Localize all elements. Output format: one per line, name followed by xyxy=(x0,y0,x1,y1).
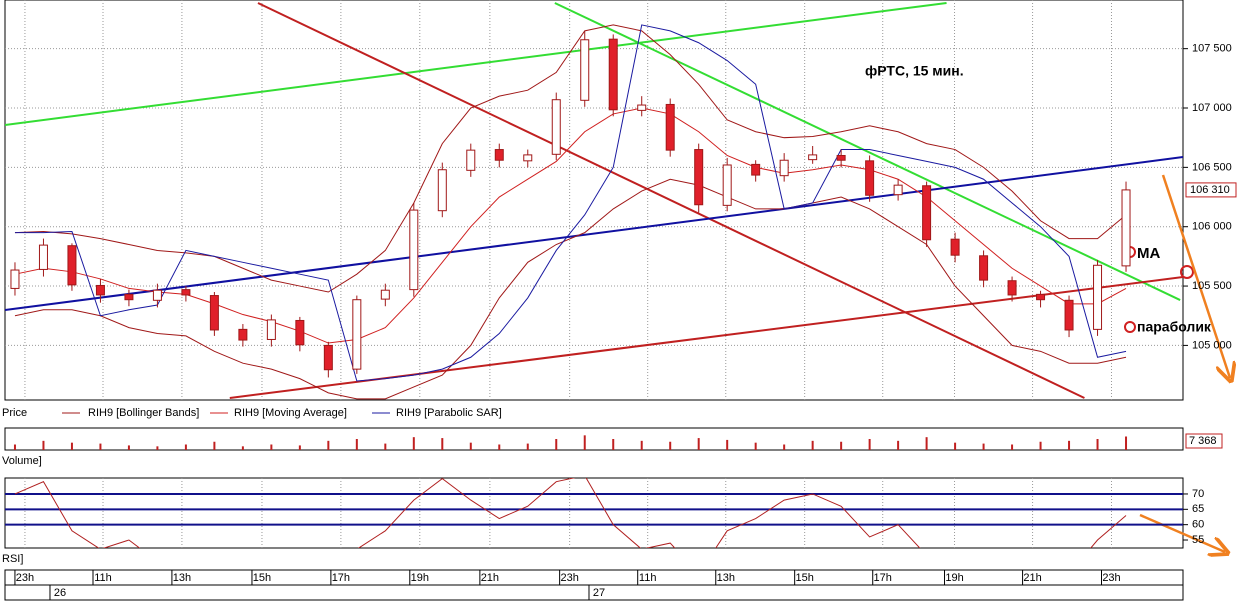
candle-body xyxy=(551,99,561,155)
overlay-line xyxy=(14,107,1127,344)
legend-label: RIH9 [Moving Average] xyxy=(234,407,347,419)
candle-body xyxy=(580,39,590,101)
rsi-panel xyxy=(4,477,1184,549)
trend-line xyxy=(5,156,1183,312)
trend-line xyxy=(257,2,1085,399)
candle-body xyxy=(209,295,219,331)
candle-body xyxy=(352,299,362,370)
volume-box xyxy=(1185,433,1223,449)
chart-title: фРТС, 15 мин. xyxy=(865,63,964,79)
candle-body xyxy=(865,160,875,196)
x-tick-label: 11h xyxy=(639,572,657,584)
plot-area xyxy=(5,0,1183,400)
candle-body xyxy=(494,149,504,161)
arrow xyxy=(1161,174,1230,378)
rsi-line xyxy=(14,478,1127,548)
candle-body xyxy=(38,244,48,270)
candle-body xyxy=(295,319,305,346)
candle-body xyxy=(238,328,248,341)
x-tick-label: 19h xyxy=(945,572,963,584)
candle-body xyxy=(1121,189,1131,267)
candle-body xyxy=(893,184,903,196)
last-price-label: 106 310 xyxy=(1190,184,1230,196)
rsi-area xyxy=(5,478,1183,548)
legend-label: RIH9 [Bollinger Bands] xyxy=(88,407,199,419)
x-tick-label: 15h xyxy=(795,572,813,584)
candle-body xyxy=(1036,293,1046,301)
y-tick-label: 60 xyxy=(1192,519,1204,531)
candle-body xyxy=(95,284,105,296)
candle-body xyxy=(950,238,960,256)
candle-body xyxy=(665,103,675,151)
candle-body xyxy=(10,269,20,289)
x-tick-label: 23h xyxy=(560,572,578,584)
y-tick-label: 105 000 xyxy=(1192,339,1232,351)
y-tick-label: 107 500 xyxy=(1192,43,1232,55)
x-tick-label: 21h xyxy=(1023,572,1041,584)
candle-body xyxy=(722,164,732,206)
volume-panel xyxy=(4,427,1184,451)
arrow xyxy=(1139,513,1225,552)
x-tick-label: 23h xyxy=(16,572,34,584)
x-tick-label: 21h xyxy=(481,572,499,584)
candle-body xyxy=(751,163,761,176)
candle-body xyxy=(437,169,447,212)
candle-body xyxy=(922,185,932,241)
legend-label: RIH9 [Parabolic SAR] xyxy=(396,407,502,419)
candle-body xyxy=(808,154,818,161)
candle-body xyxy=(152,289,162,301)
x-tick-label: 13h xyxy=(173,572,191,584)
panel-label: Volume] xyxy=(2,455,42,467)
candle-body xyxy=(1093,264,1103,330)
date-label: 27 xyxy=(593,587,605,599)
x-tick-label: 17h xyxy=(332,572,350,584)
volume-label: 7 368 xyxy=(1189,435,1217,447)
legend-label: Price xyxy=(2,407,27,419)
annotation: МА xyxy=(1137,245,1160,262)
candle-body xyxy=(466,149,476,171)
y-tick-label: 70 xyxy=(1192,488,1204,500)
candle-body xyxy=(409,209,419,291)
x-tick-label: 19h xyxy=(411,572,429,584)
date-label: 26 xyxy=(54,587,66,599)
candle-body xyxy=(1007,280,1017,296)
candle-body xyxy=(694,149,704,206)
x-tick-label: 15h xyxy=(253,572,271,584)
y-tick-label: 55 xyxy=(1192,534,1204,546)
annotation: параболик xyxy=(1137,319,1212,335)
y-tick-label: 106 000 xyxy=(1192,221,1232,233)
candle-body xyxy=(1064,299,1074,331)
candle-body xyxy=(779,159,789,177)
marker-circle xyxy=(1180,265,1194,279)
price-panel xyxy=(4,0,1184,401)
last-price-box xyxy=(1185,182,1237,198)
x-tick-label: 23h xyxy=(1102,572,1120,584)
panel-label: RSI] xyxy=(2,553,23,565)
x-tick-label: 13h xyxy=(717,572,735,584)
overlay-line xyxy=(14,178,1127,400)
y-tick-label: 105 500 xyxy=(1192,280,1232,292)
candle-body xyxy=(181,289,191,296)
candle-body xyxy=(836,154,846,161)
y-tick-label: 107 000 xyxy=(1192,102,1232,114)
overlay-line xyxy=(14,24,1127,382)
marker-circle xyxy=(1124,321,1136,333)
candle-body xyxy=(380,289,390,300)
candle-body xyxy=(124,293,134,301)
candle-body xyxy=(323,344,333,371)
y-tick-label: 65 xyxy=(1192,503,1204,515)
candle-body xyxy=(67,245,77,286)
candle-body xyxy=(523,154,533,162)
overlay-line xyxy=(14,24,1127,293)
candle-body xyxy=(979,255,989,281)
candle-body xyxy=(637,104,647,111)
x-tick-label: 11h xyxy=(94,572,112,584)
y-tick-label: 106 500 xyxy=(1192,161,1232,173)
trend-line xyxy=(5,1,947,126)
candle-body xyxy=(608,38,618,111)
trend-line xyxy=(554,2,1181,301)
x-tick-label: 17h xyxy=(874,572,892,584)
candle-body xyxy=(266,319,276,340)
